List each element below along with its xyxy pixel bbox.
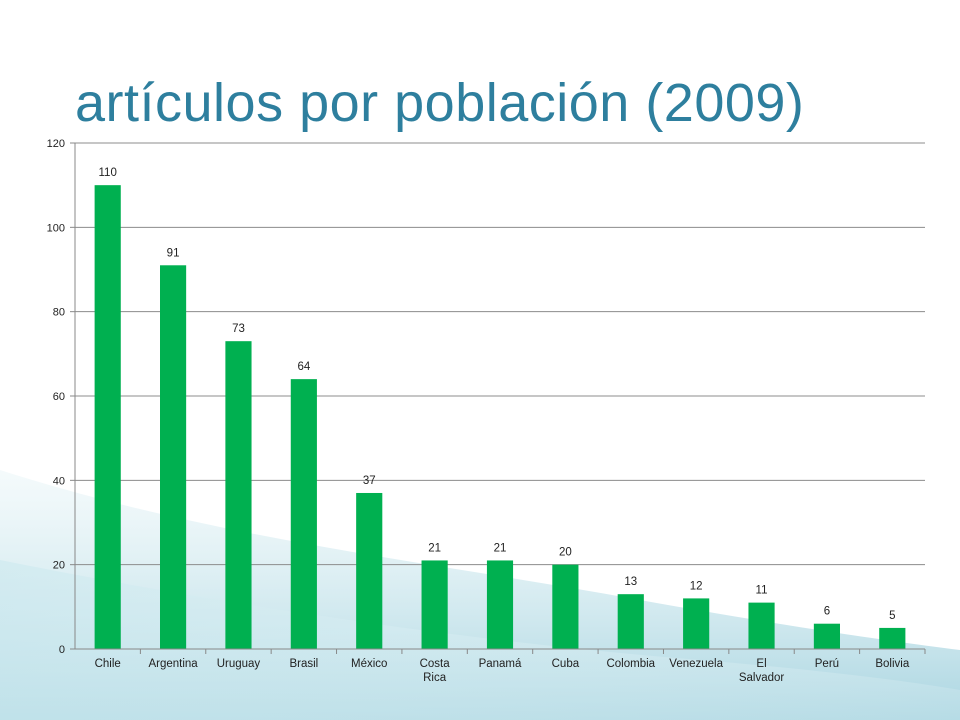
- y-axis-ticks: 0 20 40 60 80 100 120: [47, 138, 65, 656]
- bar: [683, 598, 710, 649]
- data-label: 12: [690, 580, 703, 592]
- slide-title: artículos por población (2009): [75, 73, 805, 133]
- bar: [486, 560, 514, 649]
- bar: [421, 560, 448, 649]
- x-tick-label: Costa Rica: [420, 658, 451, 684]
- x-tick-label: Uruguay: [217, 658, 261, 670]
- bar: [290, 379, 317, 649]
- x-tick-label: Cuba: [552, 658, 580, 670]
- x-tick-label: Perú: [815, 658, 839, 670]
- data-label: 21: [428, 542, 441, 554]
- data-label: 20: [559, 547, 572, 559]
- x-tick-label: Brasil: [289, 658, 318, 670]
- y-tick-label: 100: [47, 222, 65, 234]
- bar: [94, 185, 121, 649]
- y-tick-label: 80: [53, 307, 65, 319]
- y-tick-label: 40: [53, 475, 65, 487]
- y-tick-label: 120: [47, 138, 65, 150]
- y-tick-label: 0: [59, 644, 65, 656]
- x-tick-label: Venezuela: [669, 658, 723, 670]
- data-label: 11: [756, 585, 768, 597]
- data-label: 5: [889, 610, 895, 622]
- bar: [748, 602, 775, 649]
- x-tick-label: México: [351, 658, 387, 670]
- x-axis-labels: Chile Argentina Uruguay Brasil México Costa Ri…: [95, 658, 910, 684]
- data-label: 110: [99, 167, 117, 179]
- x-tick-label: Argentina: [148, 658, 198, 670]
- y-tick-label: 20: [53, 560, 65, 572]
- bars: [94, 185, 926, 654]
- data-label: 6: [824, 606, 830, 618]
- data-label: 91: [167, 247, 180, 259]
- x-tick-label: Chile: [95, 658, 121, 670]
- x-tick-label: El Salvador: [739, 658, 785, 684]
- x-tick-label: Bolivia: [875, 658, 909, 670]
- x-tick-label: Colombia: [606, 658, 655, 670]
- x-tick-label: Panamá: [479, 658, 522, 670]
- data-label: 21: [494, 542, 507, 554]
- data-label: 64: [297, 361, 310, 373]
- y-tick-label: 60: [53, 391, 65, 403]
- bar: [225, 341, 252, 649]
- data-label: 73: [232, 323, 245, 335]
- bar: [813, 623, 840, 649]
- bar: [356, 492, 383, 649]
- bar: [552, 564, 579, 649]
- bar: [879, 627, 906, 649]
- bar: [617, 594, 644, 649]
- bar: [160, 265, 187, 649]
- gridlines: [70, 142, 925, 650]
- data-label: 37: [363, 475, 376, 487]
- data-labels: 110 91 73 64 37 21 21 20 13 12 11 6 5: [99, 167, 896, 622]
- data-label: 13: [624, 576, 637, 588]
